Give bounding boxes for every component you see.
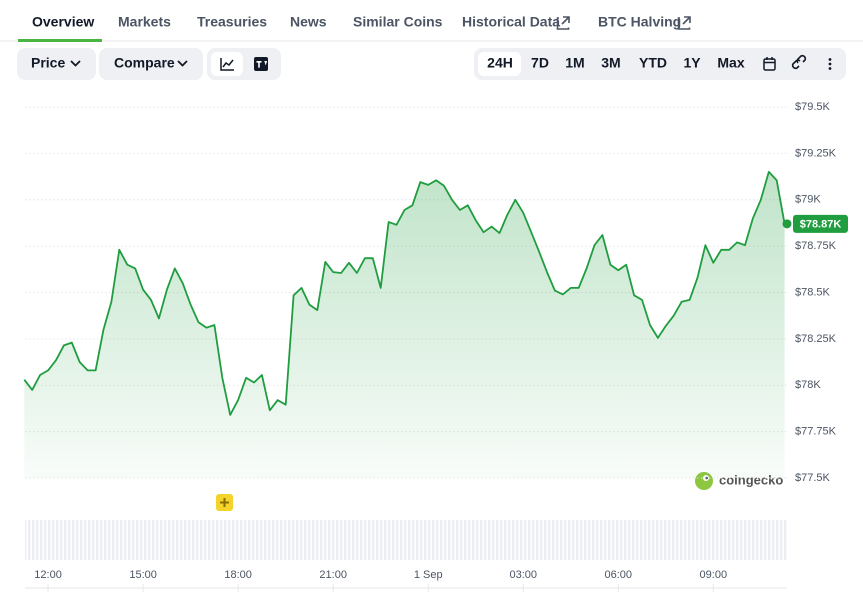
chevron <box>177 60 188 67</box>
range-button[interactable]: 1M <box>565 55 584 71</box>
tradingview-icon <box>256 61 268 68</box>
price-line <box>23 171 786 416</box>
x-tick-label: 09:00 <box>700 569 728 581</box>
x-tick-label: 18:00 <box>224 569 252 581</box>
x-tick-label: 15:00 <box>129 569 157 581</box>
x-tick-label: 06:00 <box>605 569 633 581</box>
range-button[interactable]: 7D <box>531 55 549 71</box>
active-tab-indicator <box>18 39 102 42</box>
chevron <box>70 60 81 67</box>
x-tick-label: 03:00 <box>509 569 537 581</box>
tab[interactable]: Historical Data <box>462 14 560 30</box>
more-button[interactable] <box>828 58 832 70</box>
y-tick-label: $78.75K <box>795 240 837 252</box>
tab[interactable]: BTC Halving <box>598 14 681 30</box>
y-tick-label: $78.5K <box>795 286 831 298</box>
price-area <box>24 171 785 478</box>
controls: Price Compare 24H 7D 1M 3M YTD 1Y Max <box>17 48 846 80</box>
price-button[interactable] <box>17 48 96 80</box>
y-tick-label: $78K <box>795 379 821 391</box>
external-icon <box>677 16 691 30</box>
external-icon <box>556 16 570 30</box>
tab-bar: Overview Markets Treasuries News Similar… <box>0 14 863 42</box>
y-tick-label: $77.5K <box>795 472 831 484</box>
y-tick-label: $79.25K <box>795 147 837 159</box>
y-tick-label: $79.5K <box>795 101 831 113</box>
active-range <box>478 52 521 76</box>
tab[interactable]: Markets <box>118 14 171 30</box>
x-tick-label: 21:00 <box>319 569 347 581</box>
tab[interactable]: News <box>290 14 327 30</box>
x-tick-label: 1 Sep <box>414 569 443 581</box>
range-button[interactable]: Max <box>717 55 744 71</box>
range-button[interactable]: 3M <box>601 55 620 71</box>
tab[interactable]: Treasuries <box>197 14 267 30</box>
line-chart-icon <box>220 58 234 71</box>
x-tick-label: 12:00 <box>34 569 62 581</box>
tab[interactable]: Overview <box>32 14 94 30</box>
compare-button[interactable] <box>99 48 203 80</box>
volume-band <box>25 520 787 560</box>
range-button[interactable]: 1Y <box>683 55 701 71</box>
range-button[interactable]: 24H <box>487 55 513 71</box>
last-price-dot <box>782 219 792 229</box>
event-marker[interactable] <box>216 494 233 511</box>
tradingview-button[interactable] <box>254 57 268 71</box>
y-tick-label: $77.75K <box>795 426 837 438</box>
range-selector <box>474 48 846 80</box>
calendar-button[interactable] <box>763 57 776 71</box>
y-tick-label: $78.25K <box>795 333 837 345</box>
range-button[interactable]: YTD <box>639 55 667 71</box>
plot: $77.5K $77.75K $78K $78.25K $78.5K $78.75K $79… <box>23 101 848 592</box>
y-tick-label: $79K <box>795 194 821 206</box>
tab[interactable]: Similar Coins <box>353 14 443 30</box>
link-button[interactable] <box>791 54 807 70</box>
price-badge <box>793 214 848 233</box>
price-badge-label: $78.87K <box>800 218 842 230</box>
button-label: Price <box>31 55 65 71</box>
button-label: Compare <box>114 55 175 71</box>
